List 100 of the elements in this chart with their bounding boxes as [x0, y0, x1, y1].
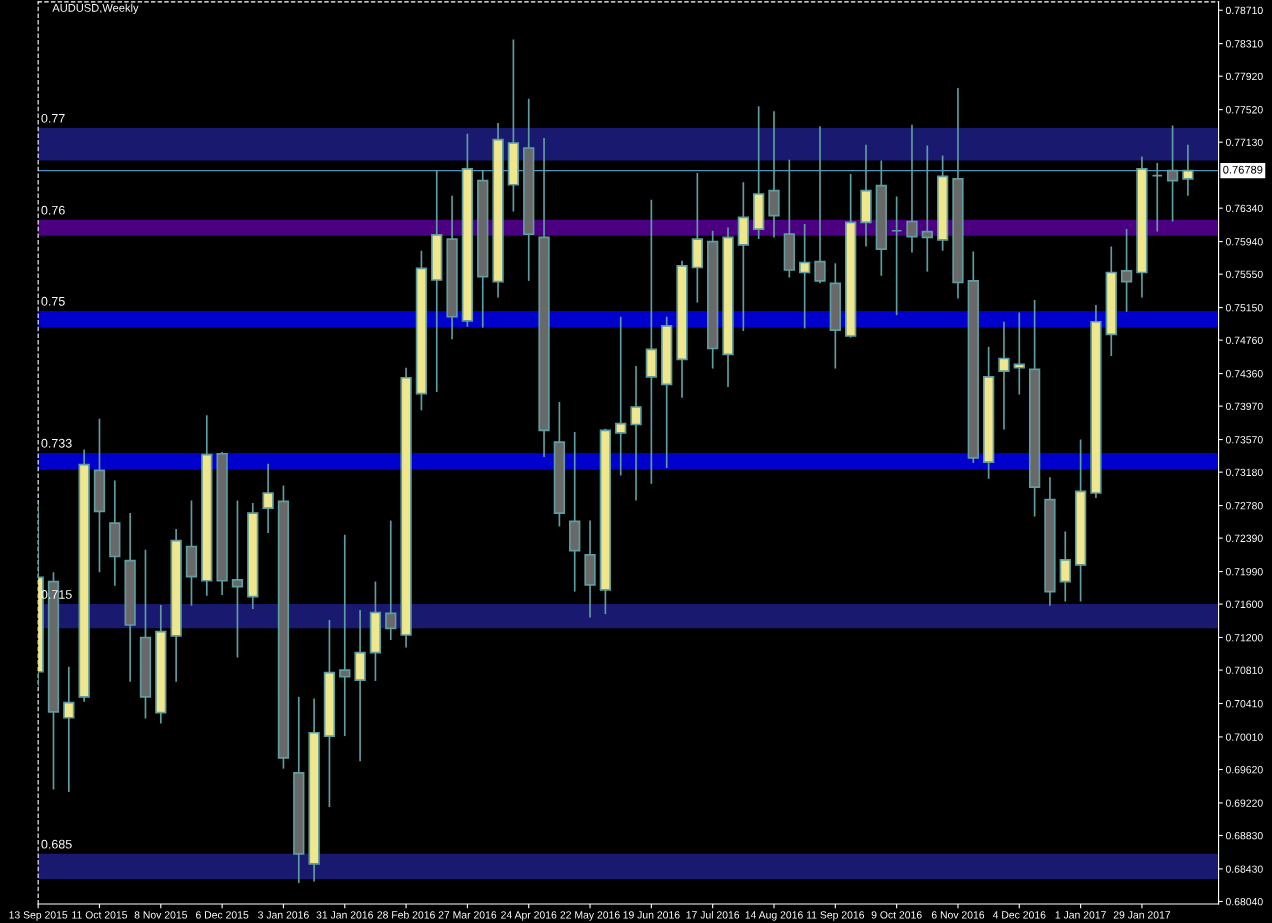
- y-tick-label: 0.74360: [1225, 370, 1263, 378]
- x-tick-label: 24 Apr 2016: [501, 911, 557, 921]
- y-tick-label: 0.71990: [1225, 568, 1263, 576]
- y-tick-label: 0.77520: [1225, 106, 1263, 114]
- candlestick: [722, 226, 734, 388]
- x-tick-label: 6 Nov 2016: [931, 911, 985, 919]
- candlestick: [952, 87, 964, 300]
- x-tick-label: 11 Oct 2015: [72, 911, 128, 919]
- candlestick: [93, 417, 106, 574]
- candlestick: [185, 499, 198, 607]
- candlestick: [538, 137, 550, 458]
- x-tick-label: 17 Jul 2016: [686, 910, 740, 919]
- candlestick: [645, 198, 658, 485]
- candlestick: [584, 519, 596, 619]
- y-tick-label: 0.75150: [1225, 304, 1263, 312]
- candlestick: [385, 519, 397, 641]
- candlestick: [262, 462, 274, 534]
- candlestick: [216, 451, 228, 596]
- y-tick-label: 0.75550: [1225, 270, 1263, 279]
- x-tick-label: 4 Dec 2016: [992, 911, 1046, 919]
- y-tick-label: 0.78710: [1225, 6, 1263, 15]
- y-tick-label: 0.70010: [1225, 733, 1263, 741]
- y-tick-label: 0.73180: [1225, 468, 1263, 477]
- candlestick: [860, 143, 872, 248]
- candlestick: [814, 125, 826, 285]
- candlestick: [1044, 476, 1056, 607]
- y-tick-label: 0.76340: [1225, 204, 1263, 213]
- y-tick-label: 0.75940: [1225, 238, 1263, 246]
- candlestick: [630, 365, 642, 502]
- ref-line-label: 0.76789: [1223, 165, 1263, 174]
- y-tick-label: 0.70410: [1225, 700, 1263, 708]
- candlestick: [201, 414, 213, 597]
- candlestick: [308, 697, 320, 883]
- candlestick: [369, 580, 382, 682]
- candlestick: [890, 195, 903, 316]
- candlestick: [1151, 162, 1163, 233]
- candlestick: [799, 223, 811, 330]
- candlestick: [1090, 304, 1102, 499]
- candlestick: [155, 604, 167, 725]
- candlestick: [247, 502, 259, 610]
- band-label: 0.76: [41, 205, 65, 215]
- y-tick-label: 0.77920: [1225, 72, 1263, 81]
- candlestick: [875, 159, 887, 277]
- y-tick-label: 0.71200: [1225, 634, 1263, 642]
- y-tick-label: 0.69220: [1225, 799, 1263, 807]
- candlestick: [63, 665, 75, 793]
- y-tick-label: 0.68430: [1225, 865, 1263, 873]
- candlestick: [1074, 438, 1087, 603]
- candlestick: [293, 695, 305, 884]
- candlestick: [231, 499, 244, 659]
- candlestick: [753, 105, 765, 240]
- candlestick: [170, 528, 182, 683]
- candlestick: [1028, 299, 1041, 518]
- candlestick: [1166, 124, 1179, 223]
- x-tick-label: 29 Jan 2017: [1113, 911, 1171, 919]
- candlestick: [1182, 143, 1194, 197]
- candlestick: [400, 366, 412, 649]
- y-tick-label: 0.68830: [1225, 831, 1263, 840]
- candlestick: [139, 548, 152, 720]
- y-tick-label: 0.73970: [1225, 402, 1263, 411]
- candlestick: [523, 97, 535, 282]
- candlestick: [339, 533, 351, 737]
- candlestick: [1120, 228, 1133, 313]
- band-label: 0.77: [41, 113, 65, 123]
- x-tick-label: 11 Sep 2016: [806, 911, 865, 921]
- candlestick: [1136, 155, 1148, 299]
- candlestick: [354, 609, 366, 762]
- x-tick-label: 1 Jan 2017: [1055, 911, 1106, 919]
- candlestick: [615, 315, 627, 477]
- candlestick: [446, 194, 458, 341]
- candlestick: [1105, 245, 1117, 357]
- x-tick-label: 3 Jan 2016: [258, 911, 309, 919]
- x-tick-label: 19 Jun 2016: [623, 911, 680, 919]
- candlestick: [1013, 311, 1025, 396]
- candlestick: [768, 110, 780, 239]
- candlestick: [906, 123, 918, 254]
- x-tick-label: 9 Oct 2016: [871, 911, 922, 919]
- candlestick: [737, 181, 749, 332]
- candlestick: [507, 38, 520, 213]
- candlestick: [109, 479, 121, 587]
- x-tick-label: 27 Mar 2016: [438, 911, 497, 919]
- band-label: 0.685: [41, 839, 72, 849]
- candlestick: [691, 172, 704, 304]
- y-tick-label: 0.72780: [1225, 502, 1263, 510]
- band-label: 0.75: [41, 296, 65, 306]
- y-tick-label: 0.68040: [1225, 897, 1263, 906]
- y-tick-label: 0.71600: [1225, 600, 1263, 608]
- x-tick-label: 8 Nov 2015: [134, 911, 188, 919]
- candlestick: [569, 431, 581, 593]
- candlestick: [707, 229, 719, 370]
- candlestick: [477, 169, 489, 329]
- x-tick-label: 28 Feb 2016: [377, 910, 435, 919]
- candlestick: [492, 122, 504, 299]
- x-tick-label: 6 Dec 2015: [196, 911, 249, 919]
- candlestick: [998, 320, 1010, 431]
- x-tick-label: 13 Sep 2015: [9, 911, 68, 921]
- candlestick: [124, 512, 136, 683]
- candlestick: [78, 448, 90, 703]
- y-tick-label: 0.70810: [1225, 666, 1263, 674]
- candlestick: [1059, 530, 1071, 603]
